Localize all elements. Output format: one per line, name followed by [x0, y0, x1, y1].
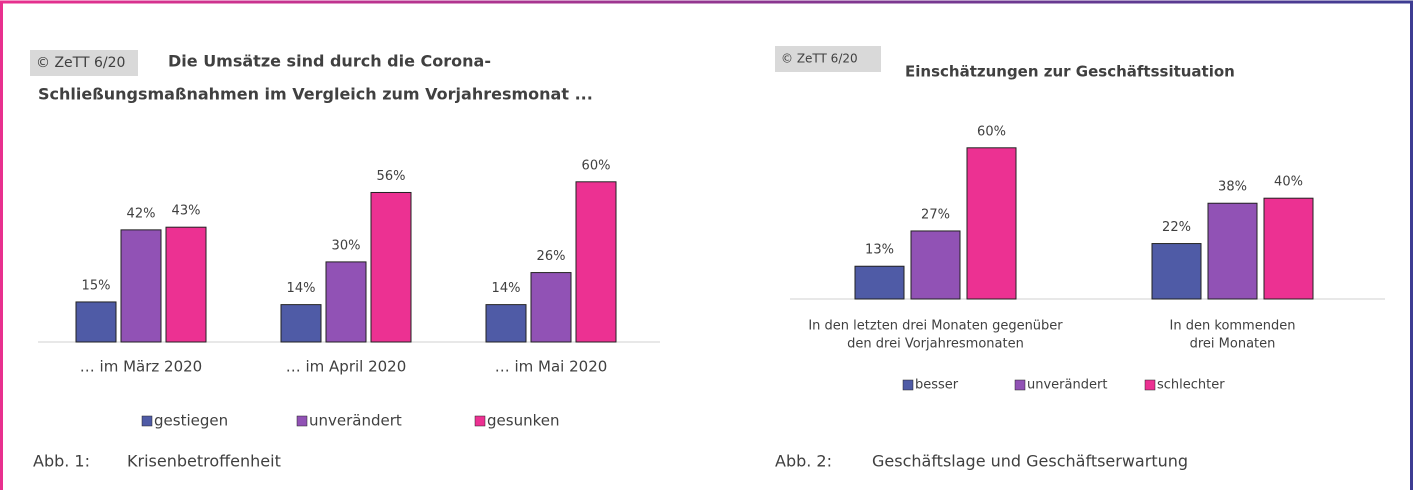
x-tick-label: den drei Vorjahresmonaten [847, 337, 1024, 352]
bar [910, 230, 961, 300]
x-tick-label: drei Monaten [1190, 337, 1276, 352]
data-label: 60% [977, 124, 1006, 139]
data-label: 14% [287, 281, 316, 296]
badge: © ZeTT 6/20 [36, 55, 125, 71]
legend-swatch [141, 415, 153, 427]
legend-label: gesunken [487, 412, 559, 430]
bar [575, 181, 617, 343]
badge-box [775, 46, 881, 72]
legend-swatch [296, 415, 308, 427]
data-label: 38% [1218, 180, 1247, 195]
caption: Krisenbetroffenheit [127, 452, 281, 471]
legend-label: besser [915, 378, 959, 393]
x-tick-label: … im April 2020 [286, 358, 407, 376]
caption-label: Abb. 2: [775, 452, 832, 471]
bar [120, 229, 162, 343]
legend-swatch [474, 415, 486, 427]
legend-swatch [1014, 379, 1026, 391]
bar [1263, 197, 1314, 300]
data-label: 56% [377, 169, 406, 184]
badge-box [30, 50, 138, 76]
bar [485, 304, 527, 343]
legend-label: gestiegen [154, 412, 228, 430]
bar [1207, 202, 1258, 300]
data-label: 15% [82, 278, 111, 293]
x-tick-label: In den kommenden [1170, 319, 1296, 334]
caption-label: Abb. 1: [33, 452, 90, 471]
bar [370, 191, 412, 343]
legend-label: unverändert [1027, 378, 1107, 393]
data-label: 26% [537, 249, 566, 264]
chart-title: Die Umsätze sind durch die Corona- [168, 52, 491, 71]
bar [854, 265, 905, 300]
badge: © ZeTT 6/20 [781, 52, 858, 66]
legend-swatch [1144, 379, 1156, 391]
data-label: 43% [172, 204, 201, 219]
data-label: 40% [1274, 175, 1303, 190]
data-label: 13% [865, 243, 894, 258]
bar [966, 147, 1017, 300]
data-label: 60% [582, 158, 611, 173]
data-label: 42% [127, 206, 156, 221]
bar [280, 304, 322, 343]
x-tick-label: … im Mai 2020 [495, 358, 608, 376]
bar [325, 261, 367, 343]
legend-label: unverändert [309, 412, 402, 430]
chart-title: Schließungsmaßnahmen im Vergleich zum Vo… [38, 85, 593, 104]
bar [530, 272, 572, 343]
legend-label: schlechter [1157, 378, 1225, 393]
x-tick-label: … im März 2020 [80, 358, 202, 376]
legend-swatch [902, 379, 914, 391]
chart-title: Einschätzungen zur Geschäftssituation [905, 63, 1235, 81]
data-label: 27% [921, 207, 950, 222]
bar [165, 226, 207, 343]
data-label: 14% [492, 281, 521, 296]
caption: Geschäftslage und Geschäftserwartung [872, 452, 1188, 471]
bar [75, 301, 117, 343]
data-label: 30% [332, 238, 361, 253]
bar [1151, 243, 1202, 300]
data-label: 22% [1162, 220, 1191, 235]
x-tick-label: In den letzten drei Monaten gegenüber [808, 319, 1063, 334]
